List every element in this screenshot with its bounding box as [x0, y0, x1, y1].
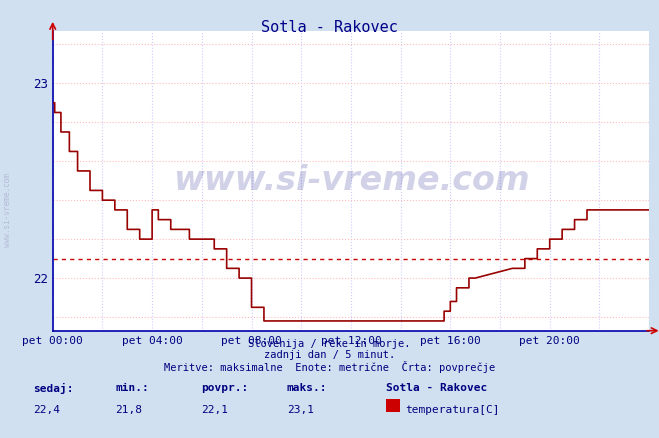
Text: Sotla - Rakovec: Sotla - Rakovec [261, 20, 398, 35]
Text: zadnji dan / 5 minut.: zadnji dan / 5 minut. [264, 350, 395, 360]
Text: 22,1: 22,1 [201, 405, 228, 415]
Text: 23,1: 23,1 [287, 405, 314, 415]
Text: sedaj:: sedaj: [33, 383, 73, 394]
Text: maks.:: maks.: [287, 383, 327, 393]
Text: 21,8: 21,8 [115, 405, 142, 415]
Text: Slovenija / reke in morje.: Slovenija / reke in morje. [248, 339, 411, 350]
Text: 22,4: 22,4 [33, 405, 60, 415]
Text: www.si-vreme.com: www.si-vreme.com [3, 173, 13, 247]
Text: temperatura[C]: temperatura[C] [405, 405, 500, 415]
Text: povpr.:: povpr.: [201, 383, 248, 393]
Text: Meritve: maksimalne  Enote: metrične  Črta: povprečje: Meritve: maksimalne Enote: metrične Črta… [164, 361, 495, 373]
Text: min.:: min.: [115, 383, 149, 393]
Text: Sotla - Rakovec: Sotla - Rakovec [386, 383, 487, 393]
Text: www.si-vreme.com: www.si-vreme.com [173, 164, 529, 197]
